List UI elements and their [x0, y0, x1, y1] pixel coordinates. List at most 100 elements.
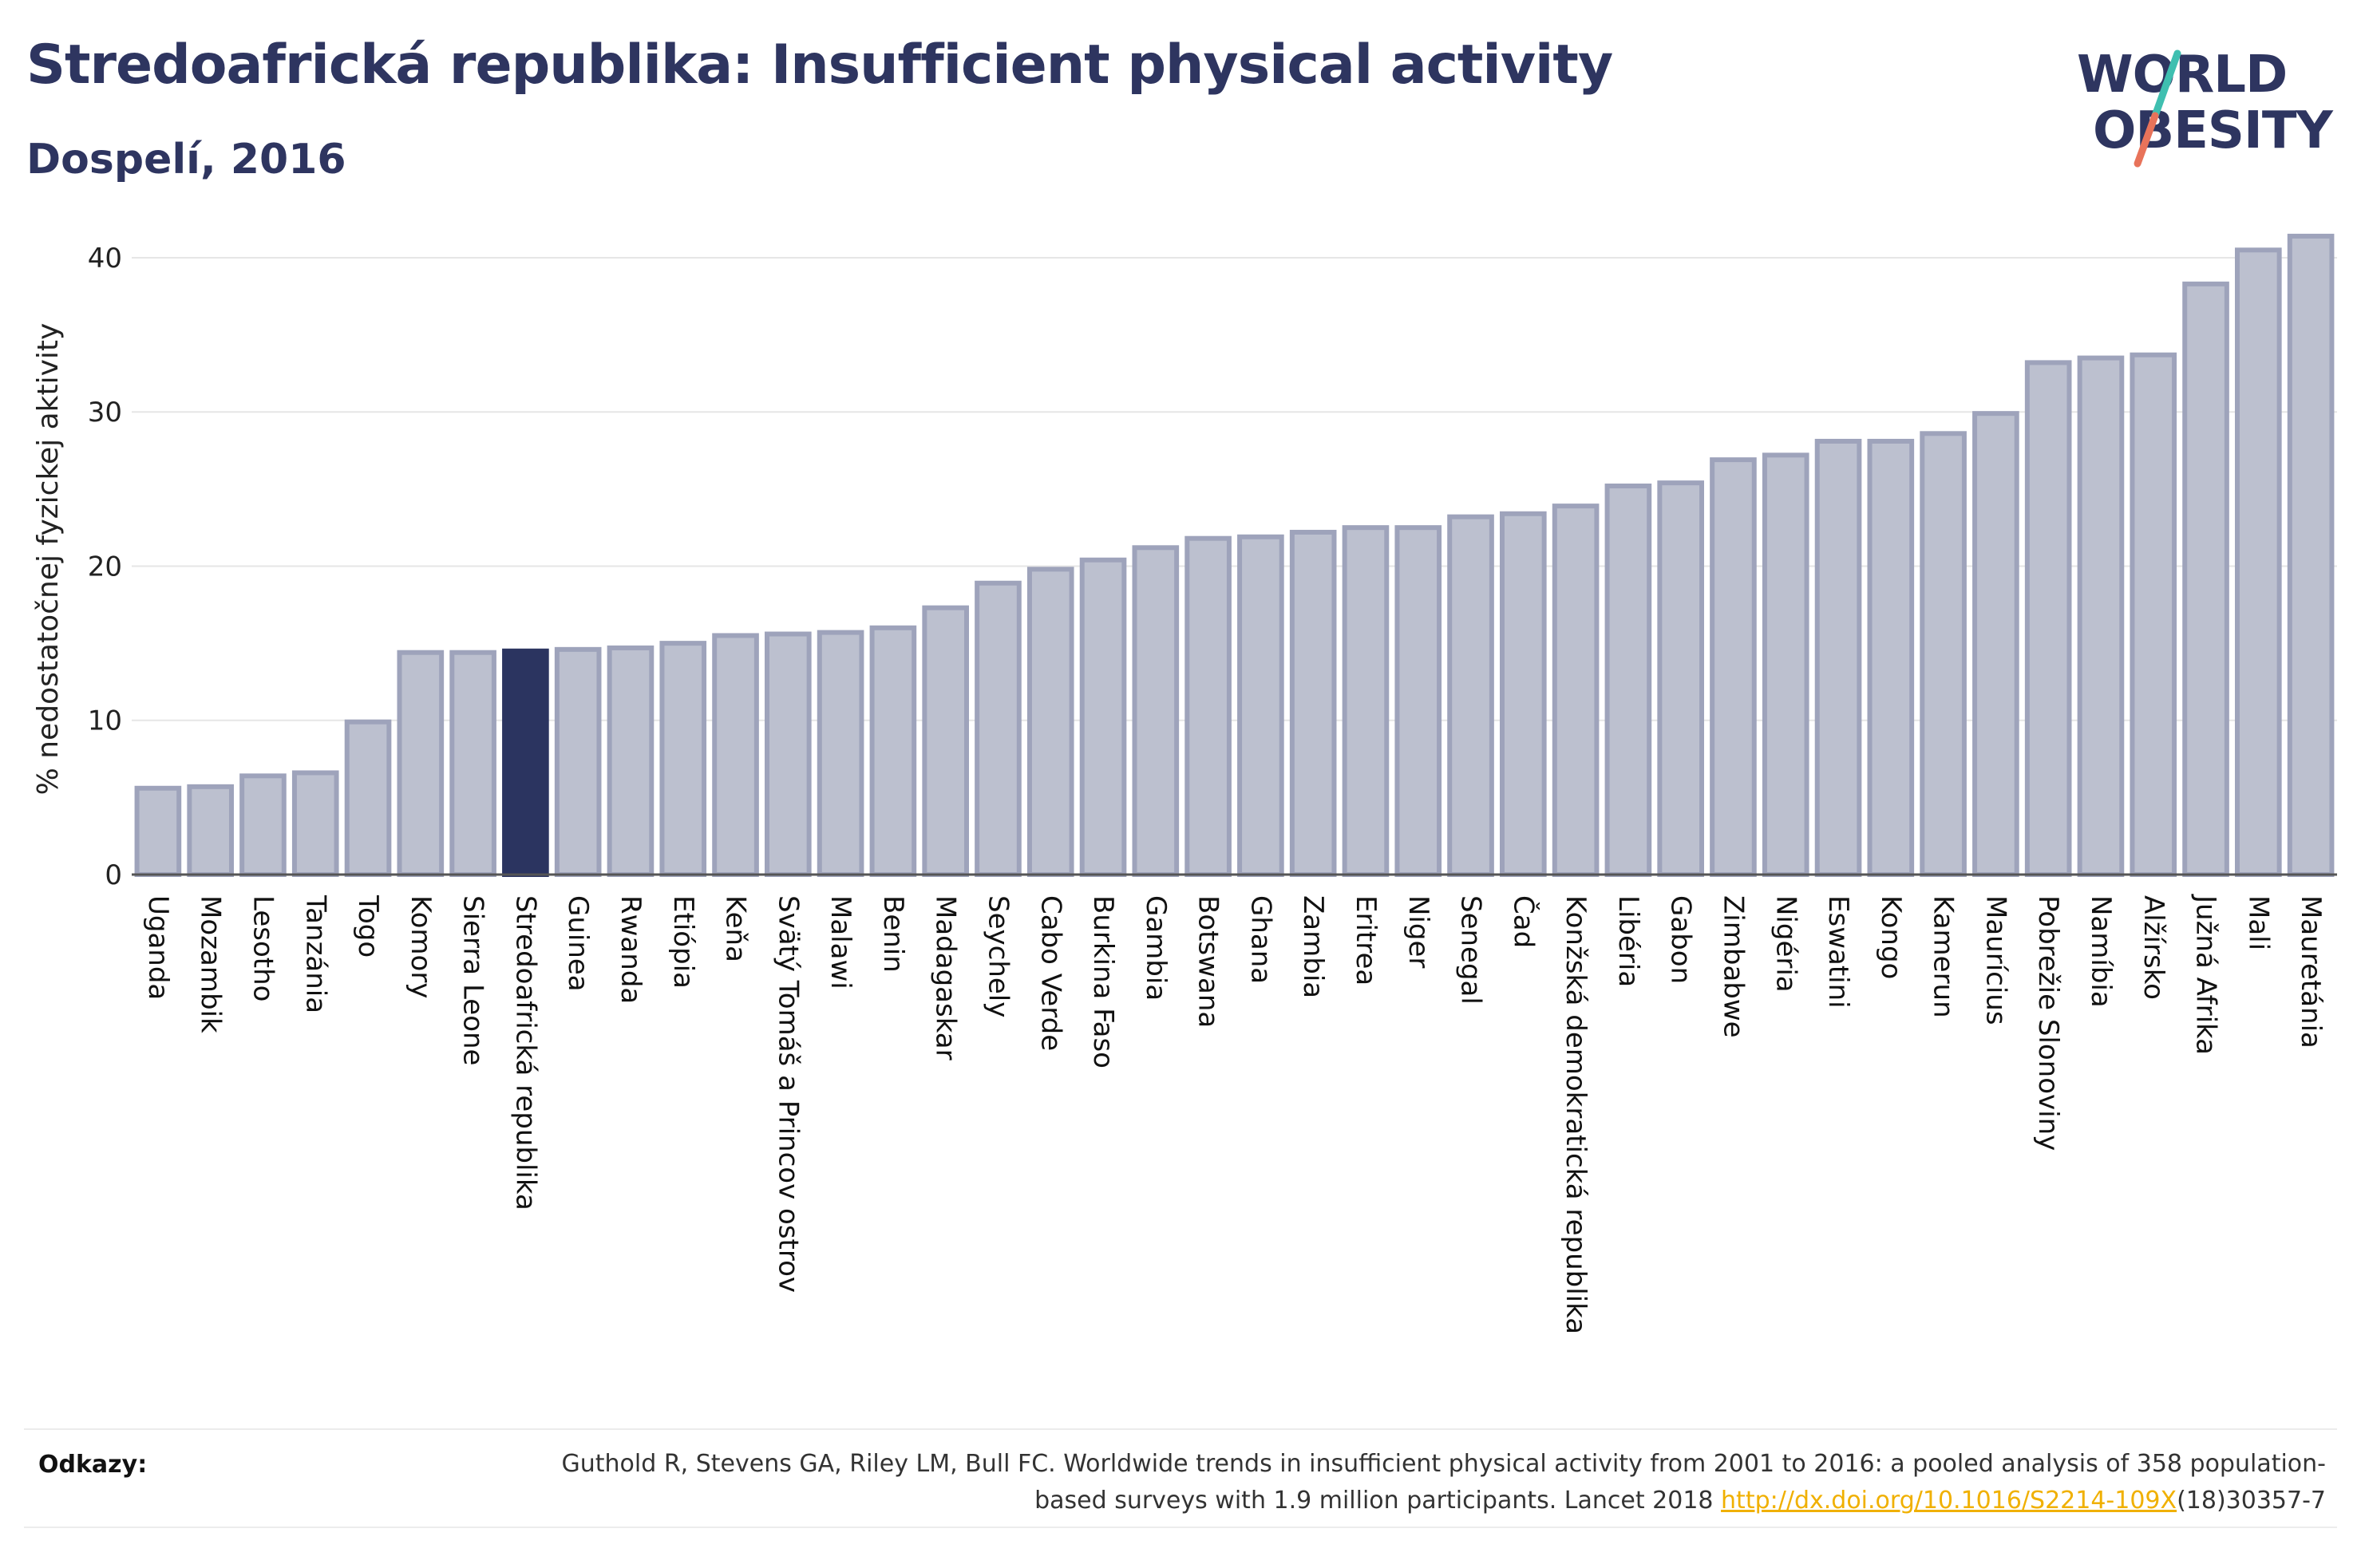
- references-doi-link[interactable]: http://dx.doi.org/10.1016/S2214-109X: [1721, 1487, 2177, 1515]
- world-obesity-logo: WORLD OBESITY: [2077, 45, 2334, 168]
- bar: [397, 650, 445, 877]
- bar: [344, 719, 392, 878]
- bar: [817, 630, 864, 877]
- x-tick-label: Južná Afrika: [2190, 894, 2222, 1055]
- x-tick-label: Namíbia: [2085, 895, 2117, 1008]
- bar: [1920, 431, 1967, 877]
- bar: [554, 646, 602, 877]
- bar: [1447, 514, 1494, 877]
- bar: [1237, 534, 1284, 877]
- x-tick-label: Mozambik: [195, 895, 227, 1033]
- bar: [134, 785, 182, 877]
- bar: [1762, 452, 1809, 877]
- references-label: Odkazy:: [38, 1451, 148, 1479]
- x-tick-label: Alžírsko: [2138, 895, 2169, 1000]
- x-tick-label: Togo: [352, 895, 384, 958]
- bar: [1132, 545, 1180, 877]
- bar-highlighted: [502, 648, 549, 877]
- y-axis-title: % nedostatočnej fyzickej aktivity: [32, 323, 65, 796]
- y-tick-label: 40: [88, 243, 122, 274]
- x-tick-label: Botswana: [1192, 895, 1224, 1028]
- bar: [1289, 529, 1337, 877]
- x-tick-label: Burkina Faso: [1087, 895, 1119, 1068]
- x-tick-label: Madagaskar: [930, 895, 962, 1060]
- x-tick-label: Etiópia: [667, 895, 699, 989]
- bar: [1814, 438, 1862, 877]
- x-tick-label: Kamerun: [1928, 895, 1960, 1018]
- bar: [2182, 281, 2229, 877]
- bar: [1972, 411, 2019, 877]
- x-tick-label: Konžská demokratická republika: [1560, 895, 1592, 1334]
- x-tick-label: Zambia: [1297, 895, 1329, 998]
- logo-world-text: WORLD: [2077, 45, 2287, 105]
- x-tick-label: Pobrežie Slonoviny: [2032, 895, 2064, 1151]
- bar: [1026, 567, 1074, 878]
- bar: [2024, 360, 2072, 877]
- x-tick-label: Lesotho: [247, 895, 279, 1001]
- footer-divider-top: [24, 1428, 2337, 1430]
- x-tick-label: Uganda: [142, 895, 174, 1000]
- bar: [449, 650, 496, 877]
- x-tick-label: Gambia: [1140, 895, 1172, 1001]
- bar: [869, 625, 917, 877]
- logo-slash-bottom: [2134, 112, 2159, 168]
- x-tick-label: Kongo: [1875, 895, 1907, 979]
- bar: [291, 770, 339, 878]
- bar: [2130, 352, 2177, 877]
- x-tick-label: Rwanda: [615, 895, 647, 1004]
- y-tick-label: 20: [88, 551, 122, 583]
- x-tick-label: Libéria: [1612, 895, 1644, 987]
- logo-obesity-text: OBESITY: [2093, 101, 2333, 160]
- x-tick-label: Benin: [877, 895, 909, 973]
- x-tick-label: Gabon: [1665, 895, 1697, 984]
- bar: [1867, 438, 1915, 877]
- bar: [2077, 355, 2125, 877]
- y-tick-label: 10: [88, 705, 122, 737]
- x-tick-label: Seychely: [982, 895, 1014, 1017]
- x-tick-label: Zimbabwe: [1717, 895, 1749, 1038]
- x-tick-label: Malawi: [825, 895, 856, 989]
- x-tick-label: Sierra Leone: [457, 895, 489, 1065]
- bar: [2287, 233, 2335, 877]
- bar: [922, 605, 969, 877]
- chart-title: Stredoafrická republika: Insufficient ph…: [26, 34, 1613, 97]
- x-tick-label: Nigéria: [1770, 895, 1801, 993]
- bar-chart: 0 10 20 30 40 % nedostatočnej fyzickej aktivi…: [32, 233, 2337, 1334]
- x-tick-label: Eritrea: [1350, 895, 1382, 985]
- bar: [712, 633, 759, 877]
- y-tick-label: 30: [88, 397, 122, 429]
- references-citation-suffix: (18)30357-7: [2177, 1487, 2326, 1515]
- x-tick-label: Ghana: [1244, 895, 1276, 984]
- x-tick-label: Svätý Tomáš a Princov ostrov: [772, 895, 804, 1293]
- logo-slash-top: [2151, 49, 2181, 120]
- x-tick-label: Mauretánia: [2295, 895, 2327, 1049]
- x-tick-label: Stredoafrická republika: [509, 895, 541, 1211]
- footer-divider-bottom: [24, 1527, 2337, 1528]
- bar: [975, 580, 1022, 877]
- x-tick-label: Cabo Verde: [1034, 895, 1066, 1051]
- bar: [659, 641, 707, 877]
- bar: [1394, 525, 1442, 878]
- bar: [1552, 504, 1600, 877]
- x-tick-label: Senegal: [1455, 895, 1487, 1005]
- x-tick-label: Tanzánia: [299, 895, 331, 1013]
- bar: [1500, 511, 1547, 877]
- x-tick-label: Čad: [1507, 895, 1540, 948]
- bar: [1342, 525, 1390, 878]
- x-tick-label: Guinea: [562, 895, 594, 992]
- x-tick-label: Komory: [405, 895, 437, 998]
- x-tick-label: Maurícius: [1979, 895, 2011, 1025]
- bar: [239, 773, 287, 878]
- x-tick-label: Eswatini: [1822, 895, 1854, 1009]
- references-citation: Guthold R, Stevens GA, Riley LM, Bull FC…: [561, 1450, 2326, 1515]
- bar: [1604, 483, 1652, 877]
- bar: [1079, 557, 1127, 877]
- bar: [2235, 247, 2282, 877]
- bar: [1184, 535, 1232, 877]
- x-tick-label: Keňa: [720, 895, 752, 962]
- references-text: Guthold R, Stevens GA, Riley LM, Bull FC…: [490, 1446, 2326, 1519]
- bar: [765, 631, 812, 877]
- x-tick-label: Mali: [2242, 895, 2274, 950]
- x-tick-label: Niger: [1402, 895, 1434, 968]
- bar: [187, 784, 234, 877]
